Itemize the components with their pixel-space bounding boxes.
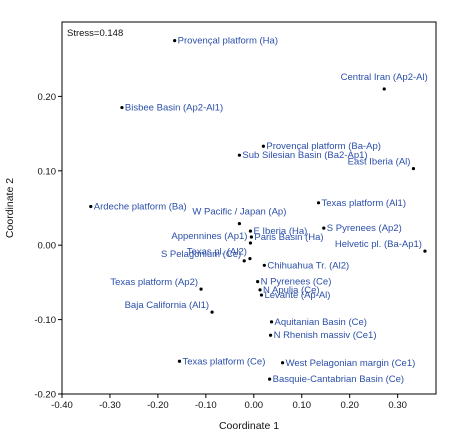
x-tick-label: 0.20	[340, 400, 359, 411]
data-point-label: Texas pl. (Al2)	[187, 247, 247, 258]
data-point-label: Provençal platform (Ha)	[178, 36, 278, 47]
x-tick-label: -0.40	[51, 400, 73, 411]
data-point-marker	[242, 259, 246, 263]
data-point-marker	[199, 287, 203, 291]
data-point-label: N Pyrenees (Ce)	[261, 277, 332, 288]
data-point-marker	[423, 249, 427, 253]
y-axis: 0.20 0.10 0.00 -0.10 -0.20	[34, 92, 62, 401]
data-point-marker	[269, 320, 274, 324]
data-point-label: East Iberia (Al)	[348, 157, 411, 168]
plot-frame	[61, 21, 437, 395]
data-point-label: N Apulia (Ce)	[263, 285, 320, 296]
data-point-marker	[237, 153, 242, 157]
x-tick-label: 0.30	[388, 400, 407, 411]
stress-annotation: Stress=0.148	[67, 28, 123, 39]
x-axis-title: Coordinate 1	[219, 420, 279, 432]
data-point-marker	[256, 280, 260, 284]
y-axis-title: Coordinate 2	[4, 178, 16, 238]
data-point-label: Central Iran (Ap2-Al)	[341, 72, 428, 83]
x-axis: -0.40 -0.30 -0.20 -0.10 0.00 0.10 0.20 0.30	[51, 394, 407, 411]
x-tick-label: -0.20	[147, 400, 169, 411]
data-point-marker	[268, 333, 273, 337]
y-tick-label: 0.10	[38, 166, 57, 177]
x-tick-label: -0.30	[99, 400, 121, 411]
data-point-marker	[173, 39, 177, 43]
data-point-label: Aquitanian Basin (Ce)	[275, 317, 367, 328]
data-point-label: S Pyrenees (Ap2)	[327, 223, 402, 234]
data-point-label: Basquie-Cantabrian Basin (Ce)	[273, 374, 404, 385]
data-point-marker	[120, 105, 124, 110]
data-point-marker	[248, 256, 252, 261]
x-tick-label: -0.10	[195, 400, 217, 411]
data-point-label: Ardeche platform (Ba)	[94, 202, 187, 213]
x-tick-label: 0.00	[245, 400, 264, 411]
data-point-label: Provençal platform (Ba-Ap)	[266, 141, 381, 152]
y-tick-label: 0.20	[38, 92, 57, 103]
x-tick-label: 0.10	[292, 400, 311, 411]
y-tick-label: -0.20	[34, 390, 56, 401]
data-point-marker	[248, 229, 253, 233]
data-point-marker	[258, 288, 262, 292]
data-point-label: Helvetic pl. (Ba-Ap1)	[335, 239, 422, 250]
data-point-marker	[177, 359, 182, 363]
data-point-marker	[262, 263, 266, 267]
data-point-label: Texas platform (Ap2)	[110, 277, 198, 288]
data-point-label: Baja California (Al1)	[125, 300, 209, 311]
data-point-marker	[316, 201, 321, 205]
data-point-marker	[280, 361, 285, 365]
data-point-marker	[248, 241, 253, 245]
data-point-label: Chihuahua Tr. (Al2)	[267, 260, 349, 271]
data-point-label: W Pacific / Japan (Ap)	[192, 207, 286, 218]
data-point-label: Bisbee Basin (Ap2-Al1)	[125, 103, 223, 114]
data-point-label: Texas platform (Al1)	[322, 198, 406, 209]
data-point-label: Sub Silesian Basin (Ba2-Ap1)	[242, 150, 367, 161]
data-point-marker	[382, 87, 386, 91]
y-tick-label: 0.00	[38, 241, 57, 252]
data-point-marker	[249, 235, 253, 239]
data-point-label: West Pelagonian margin (Ce1)	[286, 358, 416, 369]
data-points: Provençal platform (Ha) Central Iran (Ap2…	[89, 36, 428, 385]
data-point-marker	[261, 144, 265, 148]
data-point-marker	[259, 293, 264, 297]
data-point-label: Levante (Ap-Al)	[264, 290, 330, 301]
data-point-marker	[268, 377, 272, 381]
data-point-marker	[237, 222, 242, 226]
data-point-label: Texas platform (Ce)	[182, 356, 265, 367]
y-tick-label: -0.10	[34, 315, 56, 326]
data-point-marker	[210, 310, 214, 314]
data-point-marker	[89, 204, 93, 209]
data-point-label: Paris Basin (Ha)	[254, 232, 323, 243]
data-point-label: S Pelagonium (Ce)	[161, 249, 241, 260]
data-point-label: N Rhenish massiv (Ce1)	[274, 330, 377, 341]
data-point-marker	[411, 166, 416, 171]
data-point-marker	[322, 226, 326, 230]
data-point-label: Appennines (Ap1)	[171, 231, 247, 242]
data-point-label: E Iberia (Ha)	[253, 226, 307, 237]
